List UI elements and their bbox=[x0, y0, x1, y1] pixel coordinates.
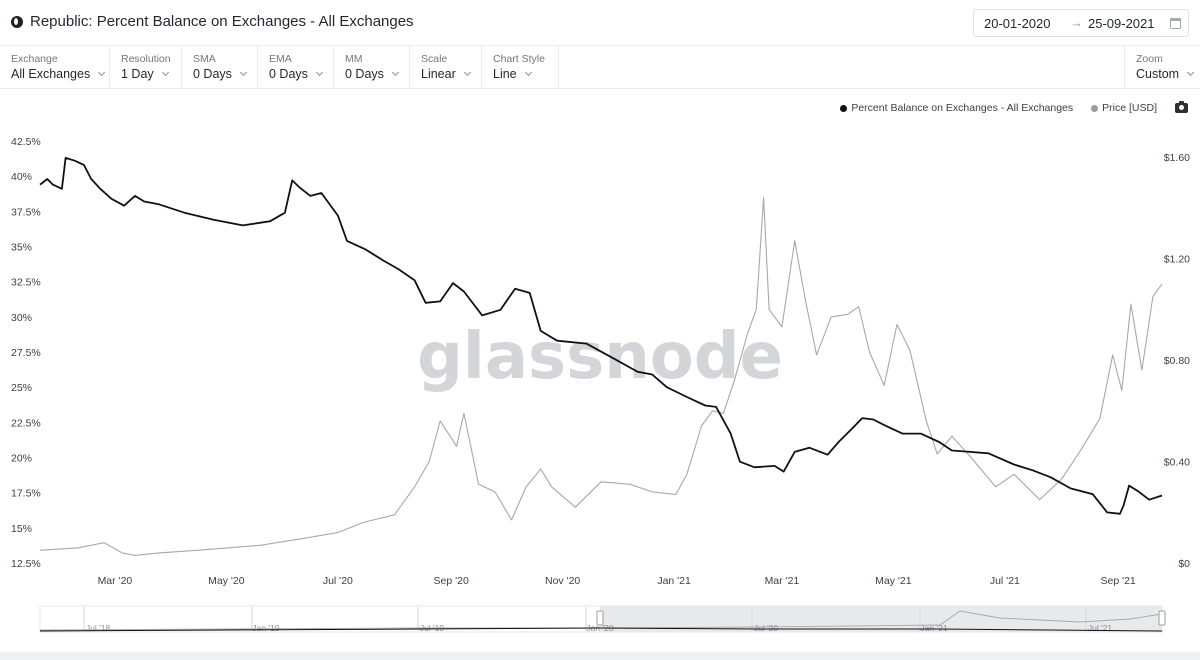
legend-item-price[interactable]: Price [USD] bbox=[1091, 102, 1157, 114]
sma-label: SMA bbox=[193, 53, 216, 65]
arrow-right-icon: → bbox=[1070, 15, 1083, 30]
right-axis: $0 $0.40 $0.80 $1.20 $1.60 bbox=[1164, 152, 1190, 570]
y-left-tick-label: 12.5% bbox=[11, 558, 41, 570]
y-left-tick-label: 32.5% bbox=[11, 277, 41, 289]
scale-select[interactable]: Scale Linear bbox=[410, 46, 482, 89]
sma-value[interactable]: 0 Days bbox=[193, 67, 247, 81]
x-axis: Mar '20 May '20 Jul '20 Sep '20 Nov '20 Jan '… bbox=[98, 575, 1136, 587]
x-tick-label: Jul '21 bbox=[990, 575, 1020, 587]
chart-toolbar: Exchange All Exchanges Resolution 1 Day … bbox=[0, 46, 1200, 89]
navigator-balance-line bbox=[39, 627, 1163, 632]
x-tick-label: Nov '20 bbox=[545, 575, 580, 587]
navigator-tick-label: Jan '21 bbox=[920, 623, 947, 633]
y-left-tick-label: 17.5% bbox=[11, 488, 41, 500]
chart-style-select[interactable]: Chart Style Line bbox=[482, 46, 559, 89]
y-left-tick-label: 15% bbox=[11, 523, 32, 535]
date-range-picker[interactable]: 20-01-2020 → 25-09-2021 bbox=[973, 9, 1189, 37]
y-right-tick-label: $0 bbox=[1178, 558, 1190, 570]
y-left-tick-label: 30% bbox=[11, 312, 32, 324]
x-tick-label: Sep '20 bbox=[434, 575, 469, 587]
scale-value[interactable]: Linear bbox=[421, 67, 471, 81]
watermark: glassnode bbox=[417, 320, 783, 394]
y-right-tick-label: $1.20 bbox=[1164, 254, 1190, 266]
navigator-handle-right[interactable] bbox=[1158, 610, 1166, 626]
chart-style-value[interactable]: Line bbox=[493, 67, 532, 81]
exchange-select[interactable]: Exchange All Exchanges bbox=[0, 46, 110, 89]
x-tick-label: Mar '21 bbox=[765, 575, 800, 587]
bottom-scrollbar[interactable] bbox=[0, 652, 1200, 660]
glassnode-logo-icon bbox=[11, 16, 23, 28]
date-start-input[interactable]: 20-01-2020 bbox=[984, 16, 1051, 31]
resolution-select[interactable]: Resolution 1 Day bbox=[110, 46, 182, 89]
legend-label: Percent Balance on Exchanges - All Excha… bbox=[851, 102, 1074, 114]
sma-select[interactable]: SMA 0 Days bbox=[182, 46, 258, 89]
camera-icon[interactable] bbox=[1175, 101, 1188, 113]
y-left-tick-label: 22.5% bbox=[11, 417, 41, 429]
x-tick-label: Sep '21 bbox=[1100, 575, 1135, 587]
y-left-tick-label: 25% bbox=[11, 382, 32, 394]
legend-dot bbox=[840, 104, 848, 112]
navigator[interactable]: Jul '18 Jan '19 Jul '19 Jan '20 Jul '20 Jan '… bbox=[39, 605, 1166, 633]
legend-label: Price [USD] bbox=[1102, 102, 1157, 114]
resolution-value[interactable]: 1 Day bbox=[121, 67, 169, 81]
legend-item-balance[interactable]: Percent Balance on Exchanges - All Excha… bbox=[840, 102, 1073, 114]
x-tick-label: Jan '21 bbox=[657, 575, 691, 587]
page-header: Republic: Percent Balance on Exchanges -… bbox=[0, 0, 1200, 46]
x-tick-label: May '20 bbox=[208, 575, 245, 587]
x-tick-label: Mar '20 bbox=[98, 575, 133, 587]
zoom-value[interactable]: Custom bbox=[1136, 67, 1195, 81]
mm-label: MM bbox=[345, 53, 363, 65]
legend-dot bbox=[1091, 104, 1099, 112]
date-end-input[interactable]: 25-09-2021 bbox=[1088, 16, 1155, 31]
y-left-tick-label: 27.5% bbox=[11, 347, 41, 359]
navigator-tick-label: Jul '18 bbox=[86, 623, 111, 633]
y-left-tick-label: 20% bbox=[11, 453, 32, 465]
y-left-tick-label: 40% bbox=[11, 171, 32, 183]
navigator-tick-label: Jul '21 bbox=[1088, 623, 1113, 633]
y-left-tick-label: 35% bbox=[11, 242, 32, 254]
y-left-tick-label: 42.5% bbox=[11, 136, 41, 148]
exchange-label: Exchange bbox=[11, 53, 58, 65]
x-tick-label: May '21 bbox=[875, 575, 912, 587]
ema-label: EMA bbox=[269, 53, 292, 65]
series-line-balance bbox=[39, 157, 1163, 515]
ema-select[interactable]: EMA 0 Days bbox=[258, 46, 334, 89]
exchange-value[interactable]: All Exchanges bbox=[11, 67, 106, 81]
y-right-tick-label: $0.40 bbox=[1164, 457, 1190, 469]
navigator-tick-label: Jan '19 bbox=[252, 623, 279, 633]
series-line-price bbox=[39, 197, 1163, 556]
resolution-label: Resolution bbox=[121, 53, 171, 65]
chart-style-label: Chart Style bbox=[493, 53, 545, 65]
x-tick-label: Jul '20 bbox=[323, 575, 353, 587]
mm-value[interactable]: 0 Days bbox=[345, 67, 399, 81]
page-title: Republic: Percent Balance on Exchanges -… bbox=[30, 13, 414, 30]
left-axis: 12.5% 15% 17.5% 20% 22.5% 25% 27.5% 30% 32.5% 35%… bbox=[11, 136, 41, 570]
ema-value[interactable]: 0 Days bbox=[269, 67, 323, 81]
navigator-handle-left[interactable] bbox=[596, 610, 604, 626]
zoom-select[interactable]: Zoom Custom bbox=[1124, 46, 1200, 89]
scale-label: Scale bbox=[421, 53, 448, 65]
calendar-icon[interactable] bbox=[1170, 18, 1181, 29]
mm-select[interactable]: MM 0 Days bbox=[334, 46, 410, 89]
navigator-tick-label: Jul '20 bbox=[754, 623, 779, 633]
chart-legend: Percent Balance on Exchanges - All Excha… bbox=[840, 101, 1188, 115]
zoom-label: Zoom bbox=[1136, 53, 1163, 65]
y-right-tick-label: $1.60 bbox=[1164, 152, 1190, 164]
y-right-tick-label: $0.80 bbox=[1164, 355, 1190, 367]
y-left-tick-label: 37.5% bbox=[11, 206, 41, 218]
navigator-price-line bbox=[39, 610, 1163, 631]
